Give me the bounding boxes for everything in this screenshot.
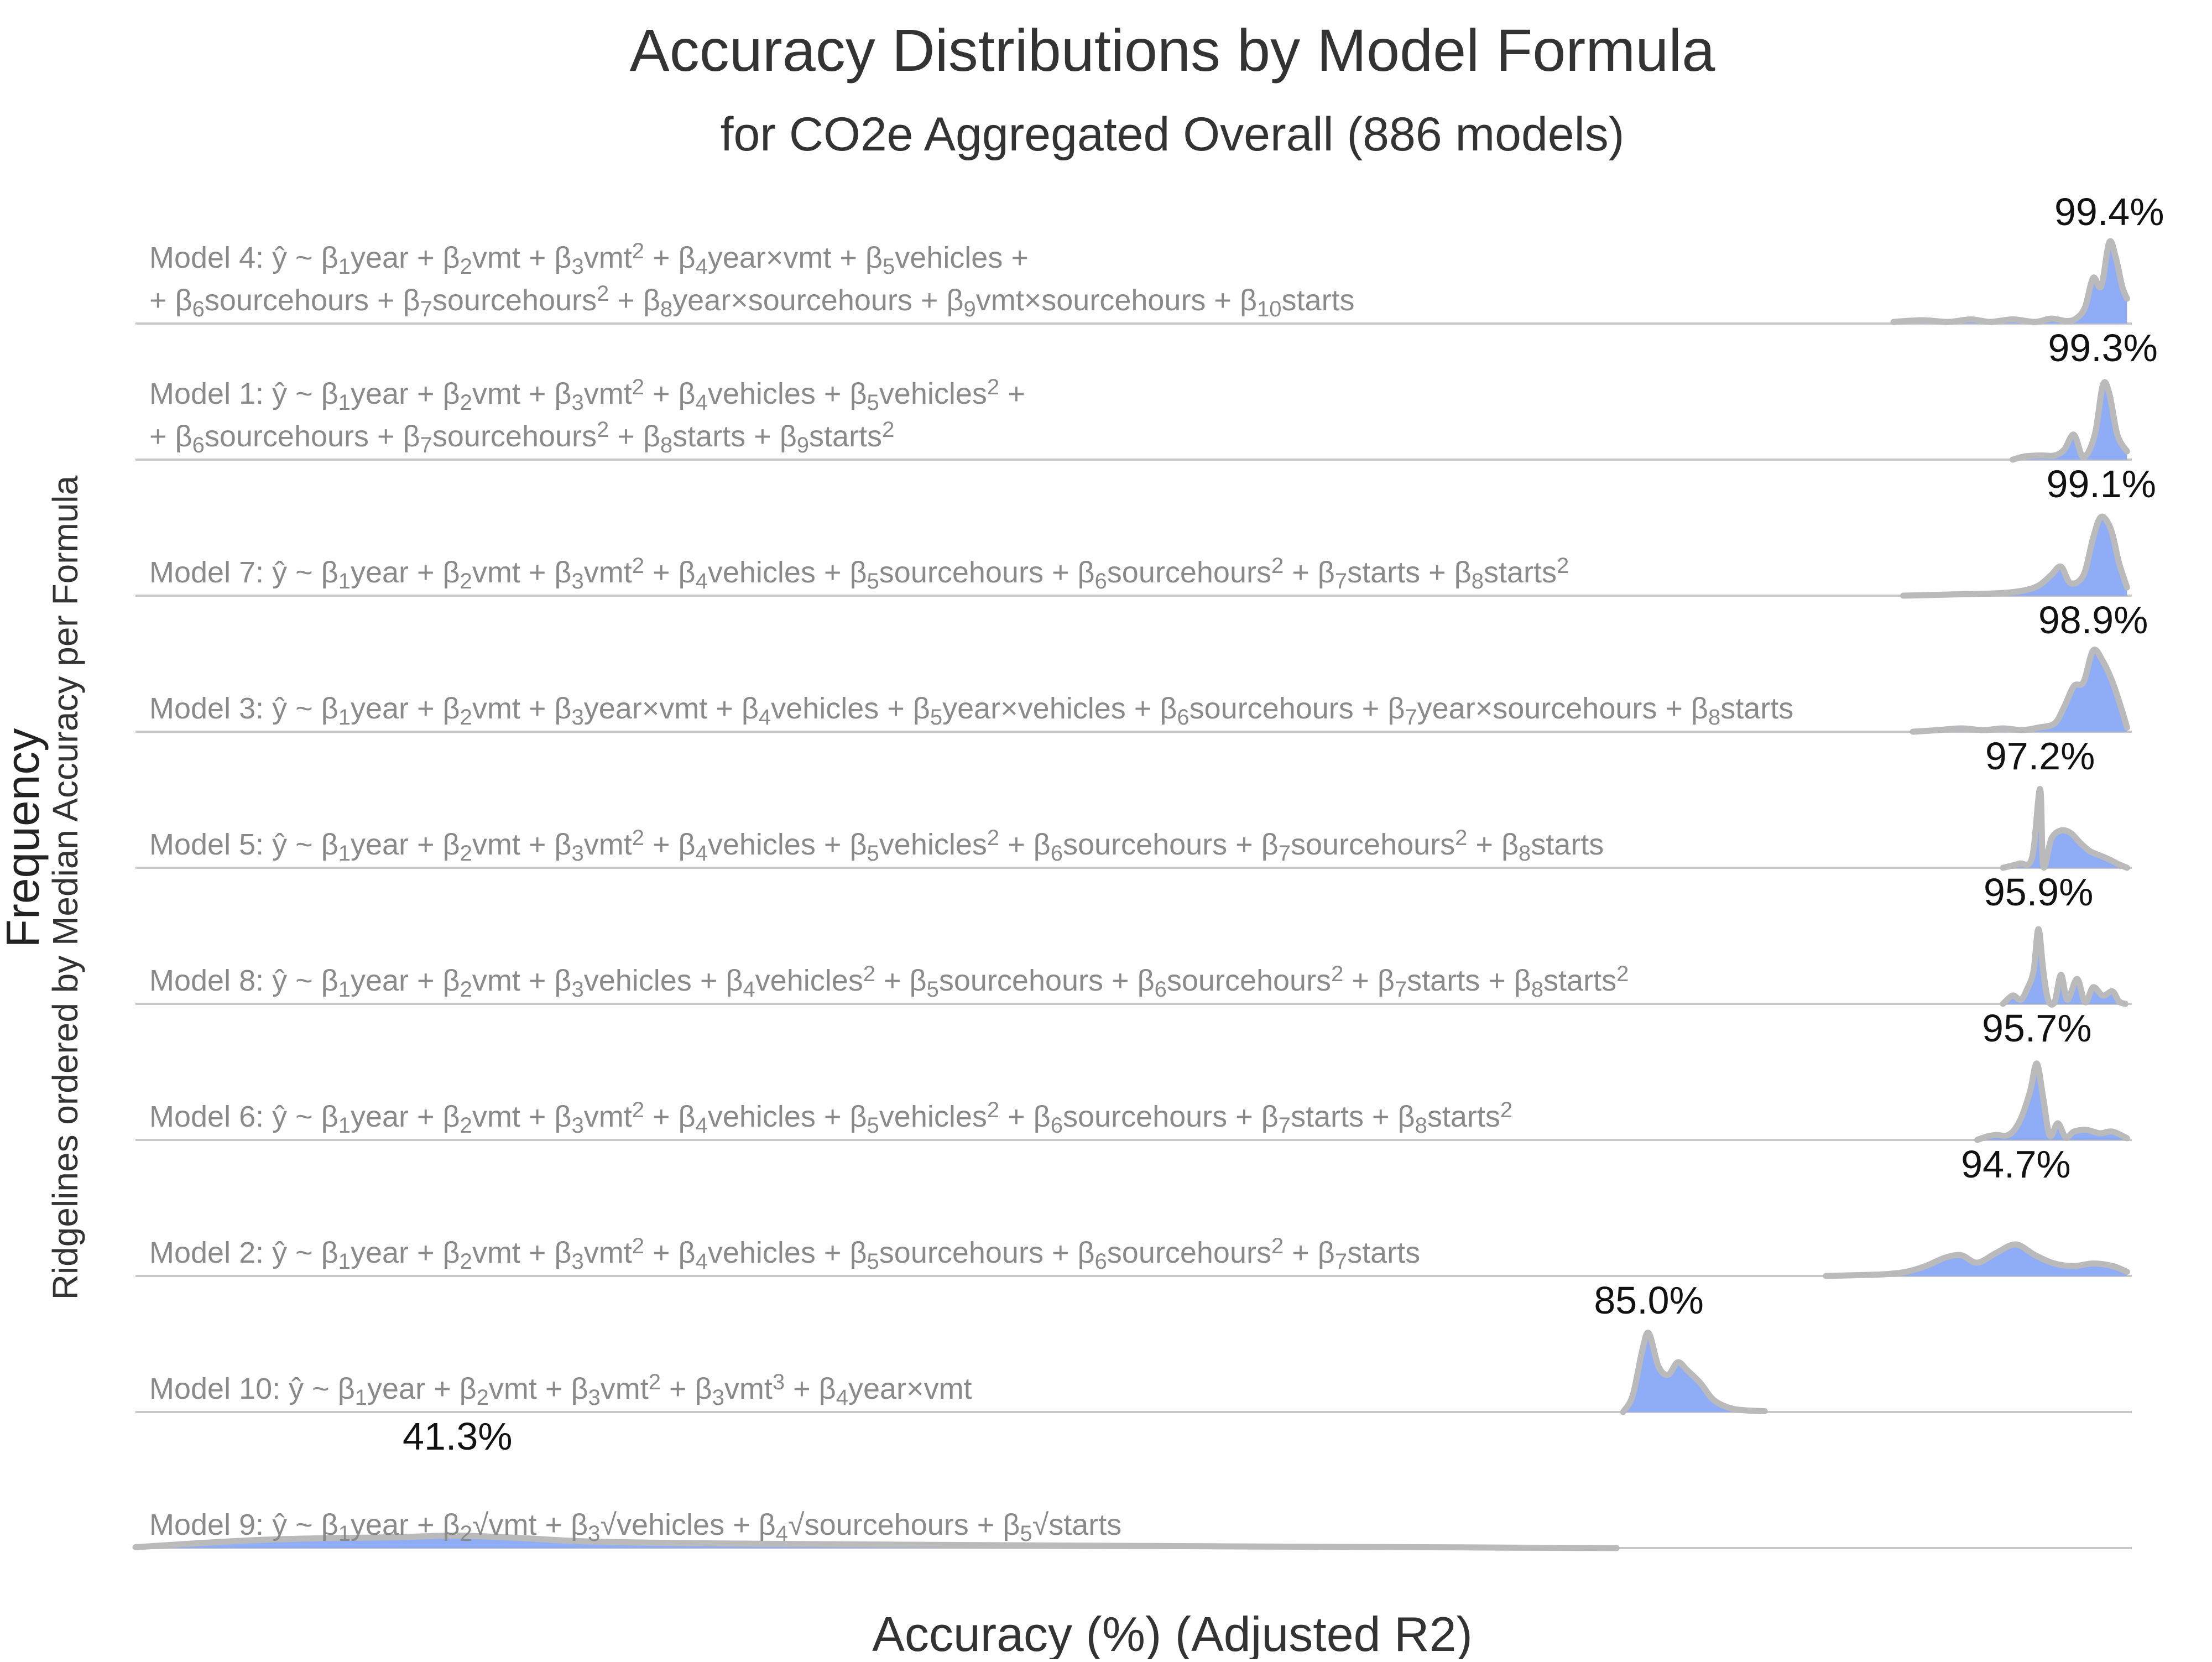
ridge-density-outline bbox=[1910, 647, 2130, 735]
median-label: 94.7% bbox=[1961, 1143, 2070, 1186]
formula-label: Model 8: ŷ ~ β1year + β2vmt + β3vehicles… bbox=[149, 962, 1629, 1002]
chart-subtitle: for CO2e Aggregated Overall (886 models) bbox=[721, 108, 1625, 161]
median-label: 99.3% bbox=[2048, 326, 2157, 369]
ridge-model-9: Model 9: ŷ ~ β1year + β2√vmt + β3√vehicl… bbox=[132, 1415, 2132, 1551]
ridge-model-1: Model 1: ŷ ~ β1year + β2vmt + β3vmt2 + β… bbox=[135, 326, 2158, 463]
formula-label: + β6sourcehours + β7sourcehours2 + β8sta… bbox=[149, 418, 894, 457]
formula-label: Model 3: ŷ ~ β1year + β2vmt + β3year×vmt… bbox=[149, 692, 1793, 730]
ridge-density-outline bbox=[1974, 1060, 2130, 1143]
median-label: 95.9% bbox=[1984, 871, 2093, 914]
median-label: 99.1% bbox=[2046, 462, 2156, 506]
median-label: 85.0% bbox=[1594, 1279, 1703, 1322]
ridge-density-outline bbox=[1620, 1330, 1768, 1415]
ridge-density-fill bbox=[1903, 517, 2127, 596]
formula-label: Model 5: ŷ ~ β1year + β2vmt + β3vmt2 + β… bbox=[149, 826, 1604, 866]
ridge-density-outline bbox=[2000, 926, 2128, 1008]
median-label: 97.2% bbox=[1985, 734, 2095, 778]
ridges-group: Model 4: ŷ ~ β1year + β2vmt + β3vmt2 + β… bbox=[132, 190, 2164, 1551]
ridge-density-fill bbox=[2003, 929, 2126, 1005]
ridge-density-fill bbox=[1893, 241, 2127, 324]
y-axis-sublabel: Ridgelines ordered by Median Accuracy pe… bbox=[45, 475, 85, 1300]
ridge-density-outline bbox=[1900, 513, 2130, 599]
ridge-model-2: Model 2: ŷ ~ β1year + β2vmt + β3vmt2 + β… bbox=[135, 1143, 2132, 1279]
median-label: 98.9% bbox=[2038, 598, 2148, 642]
ridge-model-4: Model 4: ŷ ~ β1year + β2vmt + β3vmt2 + β… bbox=[135, 190, 2164, 325]
formula-label: Model 4: ŷ ~ β1year + β2vmt + β3vmt2 + β… bbox=[149, 239, 1029, 279]
x-axis-label: Accuracy (%) (Adjusted R2) bbox=[872, 1607, 1473, 1659]
ridge-density-fill bbox=[2012, 382, 2127, 460]
ridge-model-8: Model 8: ŷ ~ β1year + β2vmt + β3vehicles… bbox=[135, 871, 2132, 1008]
formula-label: Model 10: ŷ ~ β1year + β2vmt + β3vmt2 + … bbox=[149, 1370, 972, 1410]
ridge-density-outline bbox=[2000, 785, 2130, 871]
formula-label: Model 1: ŷ ~ β1year + β2vmt + β3vmt2 + β… bbox=[149, 375, 1025, 415]
formula-label: Model 9: ŷ ~ β1year + β2√vmt + β3√vehicl… bbox=[149, 1508, 1121, 1546]
formula-label: Model 2: ŷ ~ β1year + β2vmt + β3vmt2 + β… bbox=[149, 1234, 1420, 1274]
ridge-model-7: Model 7: ŷ ~ β1year + β2vmt + β3vmt2 + β… bbox=[135, 462, 2156, 599]
ridge-model-10: Model 10: ŷ ~ β1year + β2vmt + β3vmt2 + … bbox=[135, 1279, 2132, 1415]
formula-label: Model 6: ŷ ~ β1year + β2vmt + β3vmt2 + β… bbox=[149, 1098, 1512, 1138]
chart-title: Accuracy Distributions by Model Formula bbox=[630, 17, 1716, 84]
formula-label: + β6sourcehours + β7sourcehours2 + β8yea… bbox=[149, 282, 1355, 321]
ridge-density-fill bbox=[1913, 649, 2127, 732]
ridge-model-3: Model 3: ŷ ~ β1year + β2vmt + β3year×vmt… bbox=[135, 598, 2148, 735]
ridge-density-fill bbox=[1623, 1332, 1765, 1412]
y-axis-label: Frequency bbox=[0, 728, 49, 948]
ridge-density-outline bbox=[2010, 379, 2130, 463]
median-label: 95.7% bbox=[1982, 1007, 2091, 1050]
ridge-density-outline bbox=[132, 1532, 1620, 1551]
formula-label: Model 7: ŷ ~ β1year + β2vmt + β3vmt2 + β… bbox=[149, 554, 1569, 593]
median-label: 41.3% bbox=[403, 1415, 512, 1458]
ridge-density-outline bbox=[1890, 238, 2130, 325]
ridge-density-outline bbox=[1823, 1241, 2130, 1279]
ridge-model-5: Model 5: ŷ ~ β1year + β2vmt + β3vmt2 + β… bbox=[135, 734, 2132, 871]
ridge-model-6: Model 6: ŷ ~ β1year + β2vmt + β3vmt2 + β… bbox=[135, 1007, 2132, 1143]
ridge-density-fill bbox=[1825, 1244, 2127, 1276]
median-label: 99.4% bbox=[2054, 190, 2164, 233]
